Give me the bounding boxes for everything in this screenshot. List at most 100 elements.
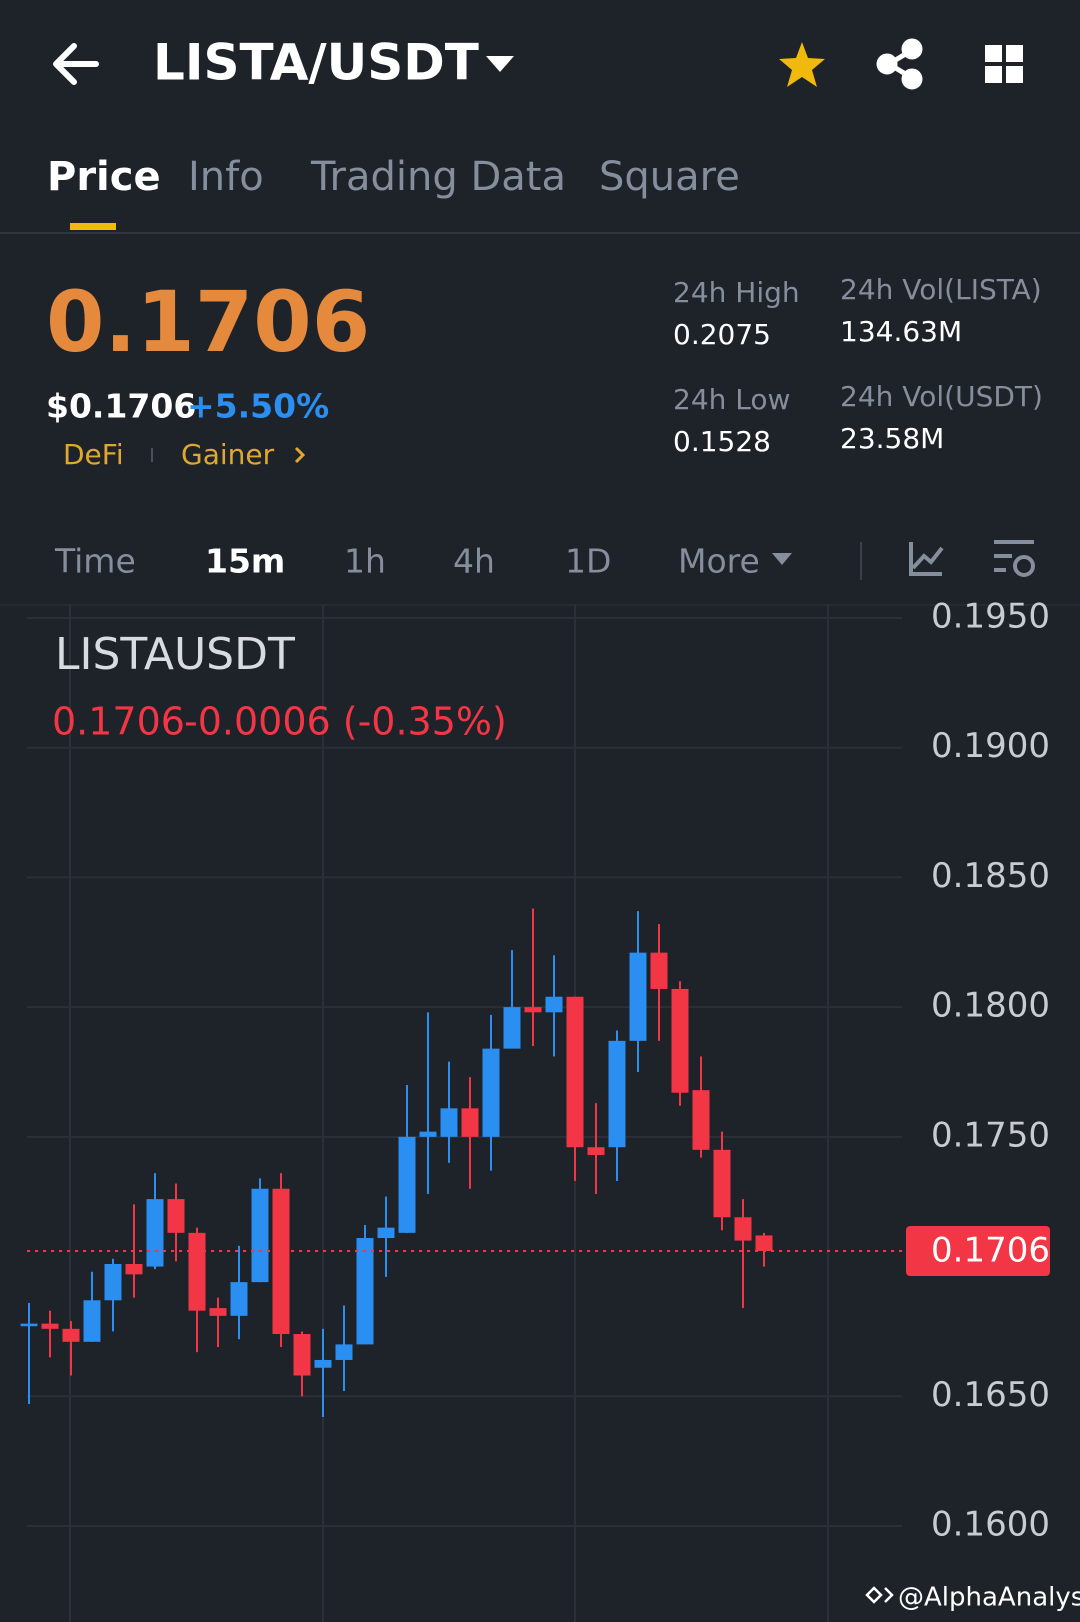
settings-button[interactable]: [994, 540, 1035, 577]
usd-price: $0.1706: [46, 387, 196, 426]
candle-body: [629, 952, 647, 1041]
candle-body: [734, 1217, 752, 1241]
interval[interactable]: 15m: [205, 542, 285, 581]
stats: 24h High 0.2075 24h Vol(LISTA) 134.63M 24h L…: [673, 273, 1043, 458]
settings-gear: [1013, 555, 1035, 577]
y-tick-label: 0.1750: [931, 1115, 1050, 1155]
pair-title[interactable]: LISTA/USDT: [153, 34, 479, 92]
more-caret: [772, 553, 792, 565]
candle-body: [608, 1040, 626, 1148]
grid-button[interactable]: [985, 45, 1023, 83]
candle-body: [713, 1149, 731, 1218]
candle-body: [146, 1199, 164, 1267]
stat-label: 24h Vol(LISTA): [840, 273, 1042, 306]
candle-body: [398, 1136, 416, 1233]
stat-label: 24h Low: [673, 383, 790, 416]
stat-value: 0.2075: [673, 318, 771, 351]
candle-body: [566, 996, 584, 1148]
watermark-logo: [865, 1586, 894, 1604]
candle-body: [671, 988, 689, 1093]
indicator-icon: [909, 542, 944, 576]
legend-close: 0.1706: [52, 700, 185, 744]
last-price-label: 0.1706: [931, 1231, 1050, 1271]
favorite-star[interactable]: [779, 42, 825, 87]
candle-body: [62, 1328, 80, 1342]
candle-body: [188, 1232, 206, 1311]
candle-body: [503, 1007, 521, 1049]
tab-bar: Price Info Trading Data Square: [47, 154, 740, 200]
candle-body: [335, 1344, 353, 1360]
tag-chevron: [294, 446, 306, 464]
settings-lines: [994, 540, 1034, 572]
candle-body: [440, 1108, 458, 1137]
pair-dropdown[interactable]: [486, 56, 514, 72]
interval[interactable]: More: [678, 542, 760, 581]
tab[interactable]: Price: [47, 154, 161, 200]
y-tick-label: 0.1650: [931, 1375, 1050, 1415]
price-change: +5.50%: [187, 387, 329, 426]
candle-body: [587, 1147, 605, 1156]
candle-body: [356, 1238, 374, 1345]
candle-body: [20, 1323, 38, 1327]
back-button[interactable]: [53, 43, 99, 85]
tab-underline: [70, 223, 116, 230]
y-tick-label: 0.1950: [931, 596, 1050, 636]
last-price-box: [906, 1226, 1050, 1277]
candle-body: [482, 1048, 500, 1137]
last-price: 0.1706: [46, 273, 370, 371]
candle-body: [692, 1090, 710, 1150]
candle-body: [251, 1188, 269, 1283]
candle-body: [104, 1263, 122, 1301]
share-dot: [876, 53, 898, 75]
stat-value: 23.58M: [840, 422, 944, 455]
chart-top-edge: [0, 604, 1080, 606]
candle-body: [545, 996, 563, 1013]
candle-body: [293, 1334, 311, 1376]
interval[interactable]: 1h: [344, 542, 386, 581]
candle-body: [41, 1323, 59, 1329]
candle-body: [230, 1282, 248, 1316]
candle-body: [209, 1308, 227, 1316]
share-dot: [901, 38, 923, 60]
chart-title: LISTAUSDT: [55, 629, 295, 680]
candle-body: [650, 952, 668, 989]
back-arrow: [53, 43, 99, 85]
tab[interactable]: Info: [188, 154, 264, 200]
interval[interactable]: 4h: [453, 542, 495, 581]
tab[interactable]: Trading Data: [310, 154, 566, 200]
stat-value: 134.63M: [840, 315, 962, 348]
watermark: @AlphaAnalyst: [898, 1583, 1080, 1613]
grid-cell: [985, 66, 1002, 83]
stat-label: 24h High: [673, 276, 800, 309]
candle-body: [524, 1007, 542, 1013]
candle-body: [167, 1199, 185, 1233]
indicator-button[interactable]: [909, 542, 944, 576]
stat-value: 0.1528: [673, 425, 771, 458]
interval[interactable]: Time: [54, 542, 136, 581]
grid-cell: [1006, 45, 1023, 62]
candle-body: [272, 1188, 290, 1335]
candle-body: [461, 1108, 479, 1137]
interval[interactable]: 1D: [565, 542, 611, 581]
time-grid: [69, 605, 829, 1622]
tag[interactable]: Gainer: [181, 438, 275, 471]
interval-bar: Time 15m 1h 4h 1D More: [54, 542, 760, 581]
y-tick-label: 0.1900: [931, 726, 1050, 766]
y-tick-label: 0.1800: [931, 986, 1050, 1026]
candle-body: [125, 1263, 143, 1275]
tag[interactable]: DeFi: [63, 438, 124, 471]
tab[interactable]: Square: [599, 154, 740, 200]
grid-cell: [985, 45, 1002, 62]
candle-body: [314, 1359, 332, 1368]
candle-body: [419, 1131, 437, 1137]
grid-cell: [1006, 66, 1023, 83]
share-dot: [901, 68, 923, 90]
y-tick-label: 0.1850: [931, 856, 1050, 896]
share-button[interactable]: [876, 38, 923, 90]
stat-label: 24h Vol(USDT): [840, 380, 1043, 413]
candle-body: [83, 1300, 101, 1342]
y-tick-label: 0.1600: [931, 1505, 1050, 1545]
